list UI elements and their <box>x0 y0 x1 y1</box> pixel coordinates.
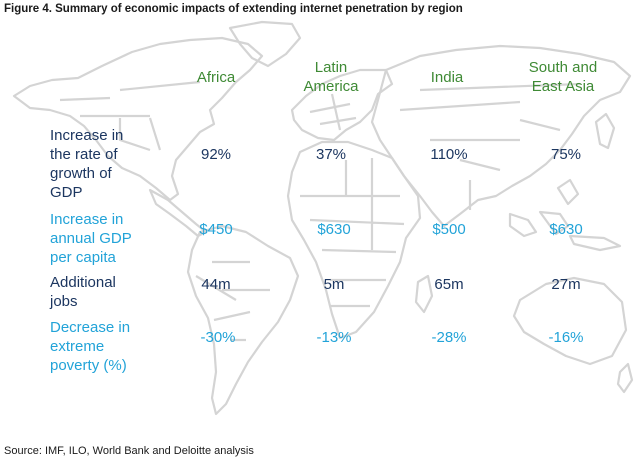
value-gdp-growth-latin-america: 37% <box>315 146 347 163</box>
north-america-shape <box>12 36 264 202</box>
south-america-borders <box>195 260 270 342</box>
africa-borders <box>300 158 405 308</box>
metric-label-gdp-per-capita: Increase in annual GDP per capita <box>50 211 132 266</box>
value-gdp-per-capita-india: $500 <box>432 221 466 238</box>
value-jobs-africa: 44m <box>201 276 231 293</box>
value-gdp-per-capita-africa: $450 <box>199 221 233 238</box>
header-latin-america: Latin America <box>303 59 359 95</box>
southeast-asia-islands <box>508 178 622 252</box>
value-gdp-growth-south-east-asia: 75% <box>550 146 582 163</box>
header-india: India <box>430 69 464 86</box>
australia-shape <box>512 276 628 366</box>
figure-title: Figure 4. Summary of economic impacts of… <box>4 3 463 15</box>
value-gdp-growth-africa: 92% <box>200 146 232 163</box>
value-gdp-per-capita-south-east-asia: $630 <box>549 221 583 238</box>
europe-shape <box>290 68 394 142</box>
value-jobs-south-east-asia: 27m <box>551 276 581 293</box>
value-poverty-india: -28% <box>431 329 467 346</box>
value-gdp-growth-india: 110% <box>430 146 468 163</box>
south-america-shape <box>186 224 300 416</box>
central-america-shape <box>148 188 208 238</box>
metric-label-poverty: Decrease in extreme poverty (%) <box>50 319 131 374</box>
new-zealand-shape <box>616 362 634 394</box>
header-south-east-asia: South and East Asia <box>528 59 598 95</box>
africa-shape <box>286 140 422 340</box>
value-poverty-africa: -30% <box>200 329 236 346</box>
value-jobs-latin-america: 5m <box>323 276 345 293</box>
value-poverty-latin-america: -13% <box>316 329 352 346</box>
metric-label-jobs: Additional jobs <box>50 274 116 310</box>
header-africa: Africa <box>196 69 236 86</box>
value-gdp-per-capita-latin-america: $630 <box>317 221 351 238</box>
europe-borders <box>309 93 357 131</box>
value-jobs-india: 65m <box>434 276 464 293</box>
greenland-shape <box>228 20 302 68</box>
figure-source: Source: IMF, ILO, World Bank and Deloitt… <box>4 445 254 457</box>
north-america-borders <box>59 80 201 152</box>
value-poverty-south-east-asia: -16% <box>548 329 584 346</box>
metric-label-gdp-growth: Increase in the rate of growth of GDP <box>50 127 124 201</box>
asia-shape <box>370 44 632 228</box>
japan-shape <box>594 112 616 150</box>
madagascar-shape <box>414 274 434 314</box>
asia-borders <box>399 82 581 210</box>
